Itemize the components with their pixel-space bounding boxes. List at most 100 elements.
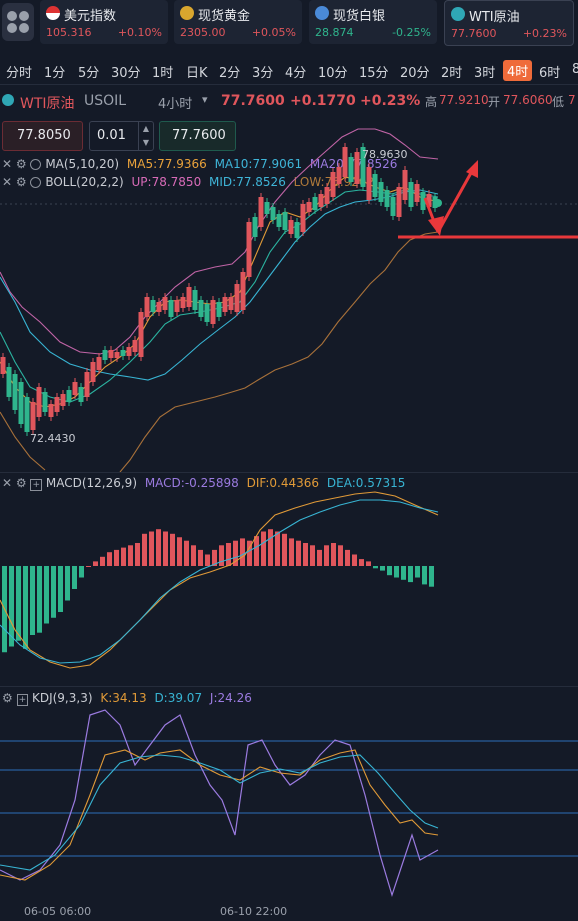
tab-timeframe[interactable]: 1时 (152, 66, 174, 81)
sell-button[interactable]: 77.8050 (2, 121, 83, 151)
silver-icon (315, 6, 329, 20)
candle (282, 212, 288, 230)
ticker-silver[interactable]: 现货白银 28.874 -0.25% (309, 0, 437, 44)
candle (294, 222, 300, 238)
candle (24, 397, 30, 432)
macd-histogram-bar (212, 549, 217, 566)
macd-histogram-bar (282, 533, 287, 566)
tab-timeframe[interactable]: 3时 (474, 66, 496, 81)
symbol-bar: WTI原油 USOIL 4小时 ▾ 77.7600 +0.1770 +0.23%… (0, 90, 578, 112)
kdj-label: KDJ(9,3,3) (31, 691, 93, 705)
macd-histogram-bar (114, 549, 119, 566)
oil-icon (2, 94, 14, 106)
tab-timeframe[interactable]: 6时 (539, 66, 561, 81)
candle (426, 194, 432, 207)
close-icon[interactable]: ✕ (2, 175, 13, 189)
grid-menu-icon[interactable] (2, 3, 34, 41)
macd-histogram-bar (275, 531, 280, 566)
tab-timeframe[interactable]: 2分 (219, 66, 241, 81)
d-line (0, 754, 439, 871)
ticker-wti[interactable]: WTI原油 77.7600 +0.23% (444, 0, 574, 46)
macd-histogram-bar (51, 566, 56, 618)
candle (420, 192, 426, 210)
tab-timeframe[interactable]: 日K (186, 66, 208, 81)
tab-timeframe[interactable]: 4分 (285, 66, 307, 81)
candle (96, 357, 102, 370)
tab-timeframe[interactable]: 10分 (318, 66, 348, 81)
candle (6, 367, 12, 397)
macd-histogram-bar (233, 540, 238, 566)
eye-icon[interactable] (30, 177, 42, 188)
candle (348, 157, 354, 182)
tab-timeframe[interactable]: 分时 (6, 66, 33, 81)
high-value: 77.9210 (439, 93, 489, 107)
ticker-dollar-index[interactable]: 美元指数 105.316 +0.10% (40, 0, 168, 44)
gear-icon[interactable]: ⚙ (15, 476, 27, 490)
macd-histogram-bar (296, 540, 301, 566)
gear-icon[interactable]: ⚙ (15, 157, 27, 171)
chevron-down-icon[interactable]: ▾ (202, 93, 208, 106)
buy-price: 77.7600 (172, 128, 226, 143)
candle (330, 172, 336, 197)
tab-timeframe-selected[interactable]: 4时 (503, 60, 533, 81)
tab-timeframe[interactable]: 3分 (252, 66, 274, 81)
period-select[interactable]: 4小时 (158, 97, 193, 112)
ticker-gold[interactable]: 现货黄金 2305.00 +0.05% (174, 0, 302, 44)
expand-icon[interactable]: + (30, 479, 43, 491)
ma-label: MA(5,10,20) (45, 157, 120, 171)
k-value: K:34.13 (100, 691, 147, 705)
symbol-name[interactable]: WTI原油 (20, 96, 75, 112)
candle (84, 372, 90, 397)
tab-timeframe[interactable]: 20分 (400, 66, 430, 81)
tab-timeframe[interactable]: 8 (572, 62, 578, 77)
macd-histogram-bar (401, 566, 406, 580)
date-label: 06-05 06:00 (24, 905, 92, 918)
candle (270, 207, 276, 220)
candle (222, 297, 228, 312)
ticker-change: +0.23% (522, 27, 567, 40)
drawn-up-arrow[interactable] (436, 163, 478, 233)
macd-histogram-bar (44, 566, 49, 624)
tab-timeframe[interactable]: 15分 (359, 66, 389, 81)
gear-icon[interactable]: ⚙ (15, 175, 27, 189)
ticker-change: +0.05% (251, 26, 296, 39)
ticker-price: 77.7600 (451, 27, 497, 40)
macd-histogram-bar (128, 545, 133, 566)
high-marker-label: 78.9630 (362, 148, 408, 161)
stepper-icon[interactable]: ▲ ▼ (138, 122, 153, 150)
low-label: 低 (552, 95, 565, 109)
candle (102, 350, 108, 360)
close-icon[interactable]: ✕ (2, 157, 13, 171)
candlestick-chart[interactable]: 72.4430 78.9630 (0, 112, 578, 472)
tab-timeframe[interactable]: 2时 (441, 66, 463, 81)
buy-button[interactable]: 77.7600 (159, 121, 236, 151)
macd-histogram-bar (429, 566, 434, 587)
symbol-code: USOIL (84, 93, 127, 109)
eye-icon[interactable] (30, 159, 42, 170)
close-icon[interactable]: ✕ (2, 476, 13, 490)
candle (162, 297, 168, 310)
tab-timeframe[interactable]: 30分 (111, 66, 141, 81)
tab-timeframe[interactable]: 5分 (78, 66, 100, 81)
lot-size-input[interactable]: 0.01 ▲ ▼ (89, 121, 154, 151)
boll-lower-line (0, 231, 439, 472)
gear-icon[interactable]: ⚙ (2, 691, 13, 705)
kdj-chart[interactable] (0, 705, 578, 901)
candle (342, 147, 348, 177)
candle (180, 297, 186, 308)
candle (366, 167, 372, 200)
macd-histogram-bar (345, 549, 350, 566)
tab-timeframe[interactable]: 1分 (44, 66, 66, 81)
candle (276, 214, 282, 227)
macd-chart[interactable] (0, 490, 578, 685)
expand-icon[interactable]: + (16, 694, 29, 706)
candle (42, 392, 48, 412)
candle (66, 390, 72, 402)
candle (198, 300, 204, 317)
d-value: D:39.07 (154, 691, 203, 705)
macd-histogram-bar (415, 566, 420, 578)
candle (354, 152, 360, 184)
macd-histogram-bar (352, 554, 357, 566)
candle (174, 300, 180, 312)
ticker-name: WTI原油 (469, 10, 520, 25)
